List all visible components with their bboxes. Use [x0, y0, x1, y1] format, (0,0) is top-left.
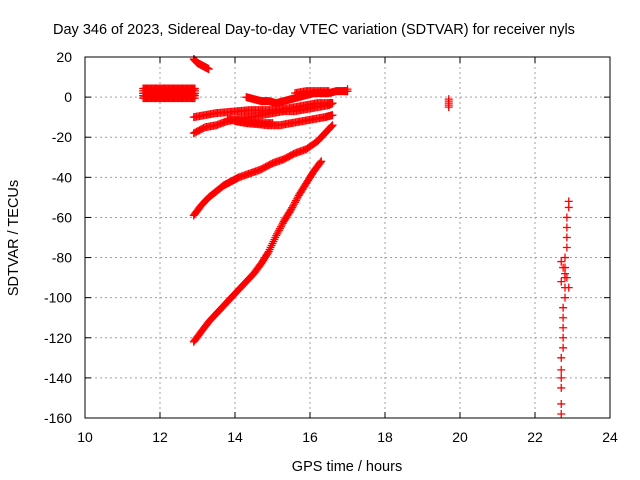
data-point: [559, 343, 568, 352]
data-point: [276, 224, 284, 233]
data-point: [561, 253, 569, 262]
grid: [85, 57, 610, 418]
data-point: [273, 229, 282, 238]
data-point: [557, 277, 566, 286]
x-tick-label: 12: [152, 429, 168, 445]
y-tick-label: -160: [44, 410, 72, 426]
data-point: [326, 123, 335, 132]
y-tick-label: -60: [52, 209, 72, 225]
x-tick-label: 24: [602, 429, 618, 445]
data-point: [317, 157, 326, 166]
data-point: [564, 283, 573, 292]
data-point: [557, 257, 566, 266]
data-point: [265, 245, 274, 254]
plot-frame: [84, 56, 611, 419]
data-point: [557, 365, 566, 374]
data-point: [559, 313, 568, 322]
data-point: [557, 353, 566, 362]
data-point: [290, 200, 299, 209]
x-tick-label: 22: [527, 429, 543, 445]
data-point: [562, 223, 571, 232]
data-point: [268, 239, 277, 248]
data-point: [269, 237, 278, 246]
data-point: [444, 103, 453, 112]
data-point: [328, 121, 337, 130]
data-point: [276, 222, 285, 231]
data-point: [263, 249, 272, 258]
y-tick-label: -100: [44, 290, 72, 306]
data-point: [562, 273, 571, 282]
data-point: [559, 303, 568, 312]
x-tick-label: 18: [377, 429, 393, 445]
data-point: [270, 235, 279, 244]
y-axis-label: SDTVAR / TECUs: [6, 180, 22, 296]
data-point: [204, 65, 213, 74]
data-point: [292, 194, 301, 203]
data-point: [275, 226, 284, 235]
data-point: [291, 198, 299, 207]
data-point: [557, 383, 566, 392]
data-point: [559, 323, 568, 332]
data-point: [327, 122, 336, 131]
y-tick-labels: 20 0 -20 -40 -60 -80 -100 -120 -140 -160: [44, 49, 72, 426]
data-point: [277, 220, 286, 229]
x-axis-label: GPS time / hours: [292, 459, 402, 475]
x-tick-label: 10: [77, 429, 93, 445]
data-point: [564, 197, 573, 206]
data-point: [288, 203, 297, 212]
data-point: [264, 247, 273, 256]
chart-title: Day 346 of 2023, Sidereal Day-to-day VTE…: [53, 22, 575, 38]
data-point: [562, 213, 571, 222]
axis-ticks: [84, 56, 611, 419]
y-tick-label: 0: [64, 89, 72, 105]
data-point: [287, 205, 296, 214]
data-point: [559, 263, 568, 272]
data-point: [557, 399, 566, 408]
data-point: [271, 233, 280, 242]
x-tick-label: 20: [452, 429, 468, 445]
x-tick-labels: 10 12 14 16 18 20 22 24: [77, 429, 618, 445]
data-point: [316, 158, 325, 167]
y-tick-label: -40: [52, 169, 72, 185]
data-point: [343, 85, 352, 94]
data-point: [289, 201, 298, 210]
data-point: [557, 373, 566, 382]
data-point: [557, 409, 566, 418]
data-point: [190, 84, 199, 93]
data-point: [324, 87, 333, 96]
data-point: [328, 99, 337, 108]
data-point: [266, 243, 275, 252]
data-point: [274, 227, 283, 236]
y-tick-label: -20: [52, 129, 72, 145]
data-point: [562, 243, 571, 252]
y-tick-label: 20: [56, 49, 72, 65]
x-tick-label: 16: [302, 429, 318, 445]
data-point: [291, 196, 300, 205]
data-point: [562, 233, 571, 242]
y-tick-label: -80: [52, 250, 72, 266]
data-point: [559, 333, 568, 342]
y-tick-label: -140: [44, 370, 72, 386]
data-point: [561, 269, 569, 278]
data-points: [139, 55, 573, 418]
data-point: [272, 231, 281, 240]
data-point: [561, 293, 569, 302]
data-point: [328, 111, 337, 120]
y-tick-label: -120: [44, 330, 72, 346]
data-point: [267, 241, 276, 250]
x-tick-label: 14: [227, 429, 243, 445]
